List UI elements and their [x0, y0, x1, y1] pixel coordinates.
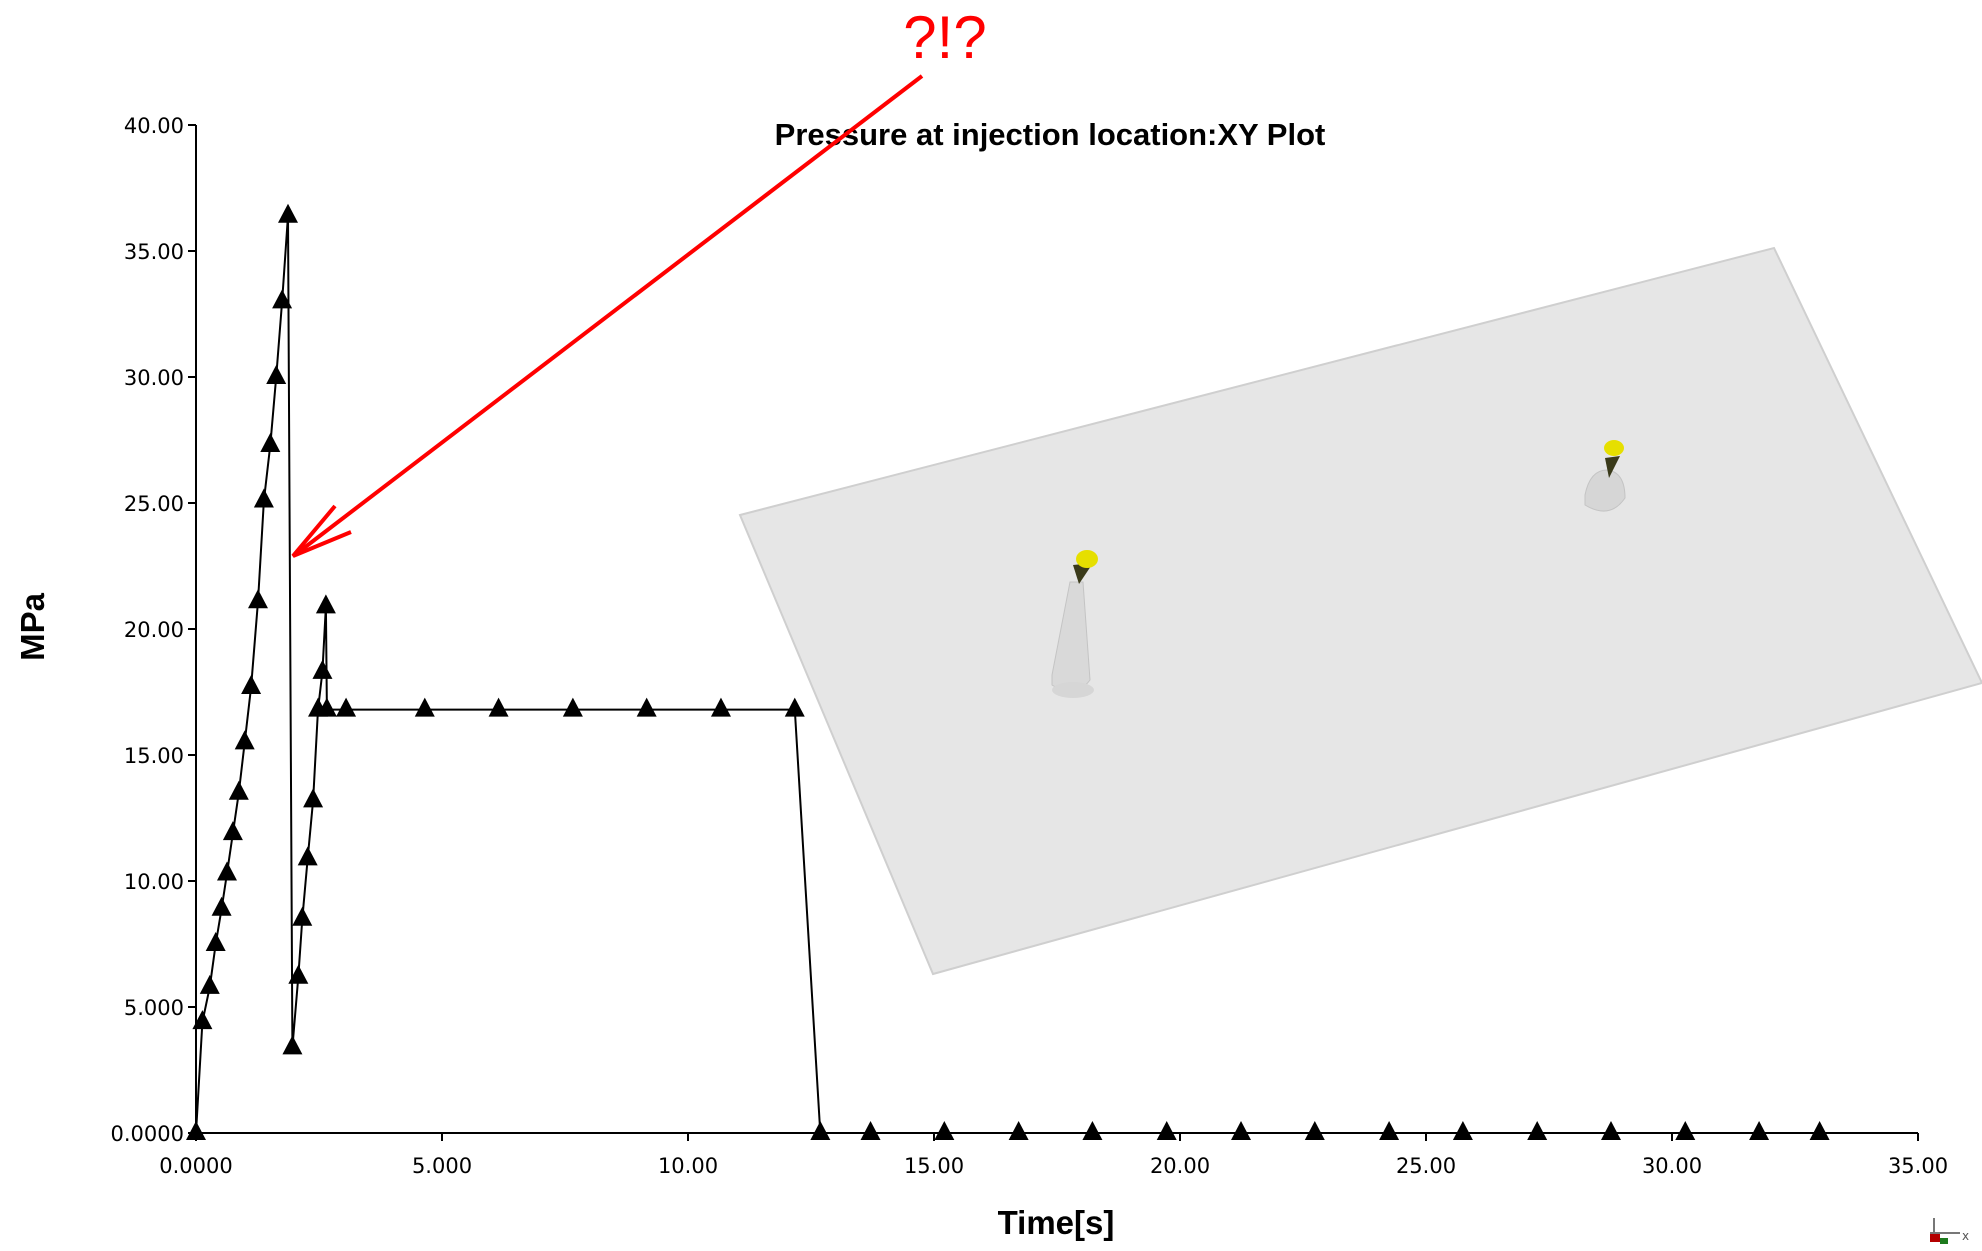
data-point-marker — [1675, 1121, 1696, 1140]
x-tick-label: 10.00 — [658, 1154, 718, 1178]
x-axis-ticks: 0.0000 5.000 10.00 15.00 20.00 25.00 30.00 35.0… — [159, 1133, 1948, 1178]
y-tick-label: 25.00 — [124, 492, 184, 516]
injection-location-marker — [1051, 550, 1098, 698]
data-point-marker — [934, 1121, 955, 1140]
y-axis-label: MPa — [14, 592, 51, 661]
annotation-text: ?!? — [903, 4, 986, 71]
chart-title: Pressure at injection location:XY Plot — [775, 117, 1326, 152]
data-point-marker — [199, 974, 220, 994]
data-point-marker — [228, 780, 249, 800]
x-tick-label: 30.00 — [1642, 1154, 1702, 1178]
view-axis-triad-icon: x — [1930, 1218, 1969, 1244]
y-tick-label: 10.00 — [124, 870, 184, 894]
data-point-marker — [211, 896, 232, 916]
data-point-marker — [247, 589, 268, 609]
x-tick-label: 5.000 — [412, 1154, 472, 1178]
x-tick-label: 35.00 — [1888, 1154, 1948, 1178]
data-point-marker — [186, 1121, 206, 1140]
data-point-marker — [860, 1121, 881, 1140]
data-point-marker — [292, 906, 313, 926]
annotation-arrow — [298, 74, 924, 553]
data-point-marker — [1452, 1121, 1473, 1140]
data-point-marker — [636, 697, 657, 717]
data-point-marker — [192, 1010, 213, 1030]
x-tick-label: 15.00 — [904, 1154, 964, 1178]
data-point-marker — [266, 365, 287, 384]
y-tick-label: 15.00 — [124, 744, 184, 768]
data-point-marker — [297, 846, 318, 866]
data-point-marker — [810, 1121, 831, 1140]
model-view-inset: x — [738, 246, 1982, 1244]
y-axis-ticks: 0.0000 5.000 10.00 15.00 20.00 25.00 30.00 35.0… — [111, 114, 196, 1146]
data-point-marker — [710, 697, 731, 717]
data-point-marker — [234, 730, 255, 750]
data-point-marker — [1527, 1121, 1548, 1140]
y-tick-label: 30.00 — [124, 366, 184, 390]
x-tick-label: 0.0000 — [159, 1154, 232, 1178]
data-point-marker — [312, 659, 333, 679]
data-point-marker — [562, 697, 583, 717]
annotation: ?!? — [291, 4, 987, 558]
data-point-marker — [784, 697, 805, 717]
data-point-marker — [278, 203, 299, 223]
data-point-marker — [1156, 1121, 1177, 1140]
y-tick-label: 5.000 — [124, 996, 184, 1020]
data-point-marker — [303, 788, 324, 808]
x-tick-label: 20.00 — [1150, 1154, 1210, 1178]
y-tick-label: 20.00 — [124, 618, 184, 642]
data-point-marker — [222, 821, 243, 841]
data-point-marker — [336, 697, 357, 717]
data-point-marker — [414, 697, 435, 717]
y-tick-label: 35.00 — [124, 240, 184, 264]
pressure-series — [186, 203, 1830, 1140]
data-point-marker — [253, 488, 274, 508]
plate-part — [738, 246, 1982, 976]
x-axis-label: Time[s] — [998, 1204, 1115, 1241]
data-point-marker — [1600, 1121, 1621, 1140]
data-point-marker — [316, 697, 337, 717]
data-point-marker — [260, 433, 281, 453]
data-point-marker — [288, 964, 309, 984]
data-point-marker — [205, 932, 226, 951]
data-point-marker — [241, 674, 262, 694]
data-point-marker — [1809, 1121, 1830, 1140]
y-tick-label: 0.0000 — [111, 1122, 184, 1146]
annotation-arrowhead — [291, 504, 352, 558]
data-point-marker — [1749, 1121, 1770, 1140]
data-point-marker — [1008, 1121, 1029, 1140]
data-point-marker — [1082, 1121, 1103, 1140]
data-point-marker — [216, 861, 237, 881]
injection-location-marker-2 — [1584, 440, 1626, 512]
data-point-marker — [282, 1035, 303, 1055]
data-point-marker — [1379, 1121, 1400, 1140]
y-tick-label: 40.00 — [124, 114, 184, 138]
x-tick-label: 25.00 — [1396, 1154, 1456, 1178]
data-point-marker — [1231, 1121, 1252, 1140]
data-point-marker — [272, 289, 293, 309]
data-point-marker — [1304, 1121, 1325, 1140]
data-point-marker — [315, 594, 336, 614]
svg-text:x: x — [1962, 1229, 1969, 1243]
data-point-marker — [488, 697, 509, 717]
